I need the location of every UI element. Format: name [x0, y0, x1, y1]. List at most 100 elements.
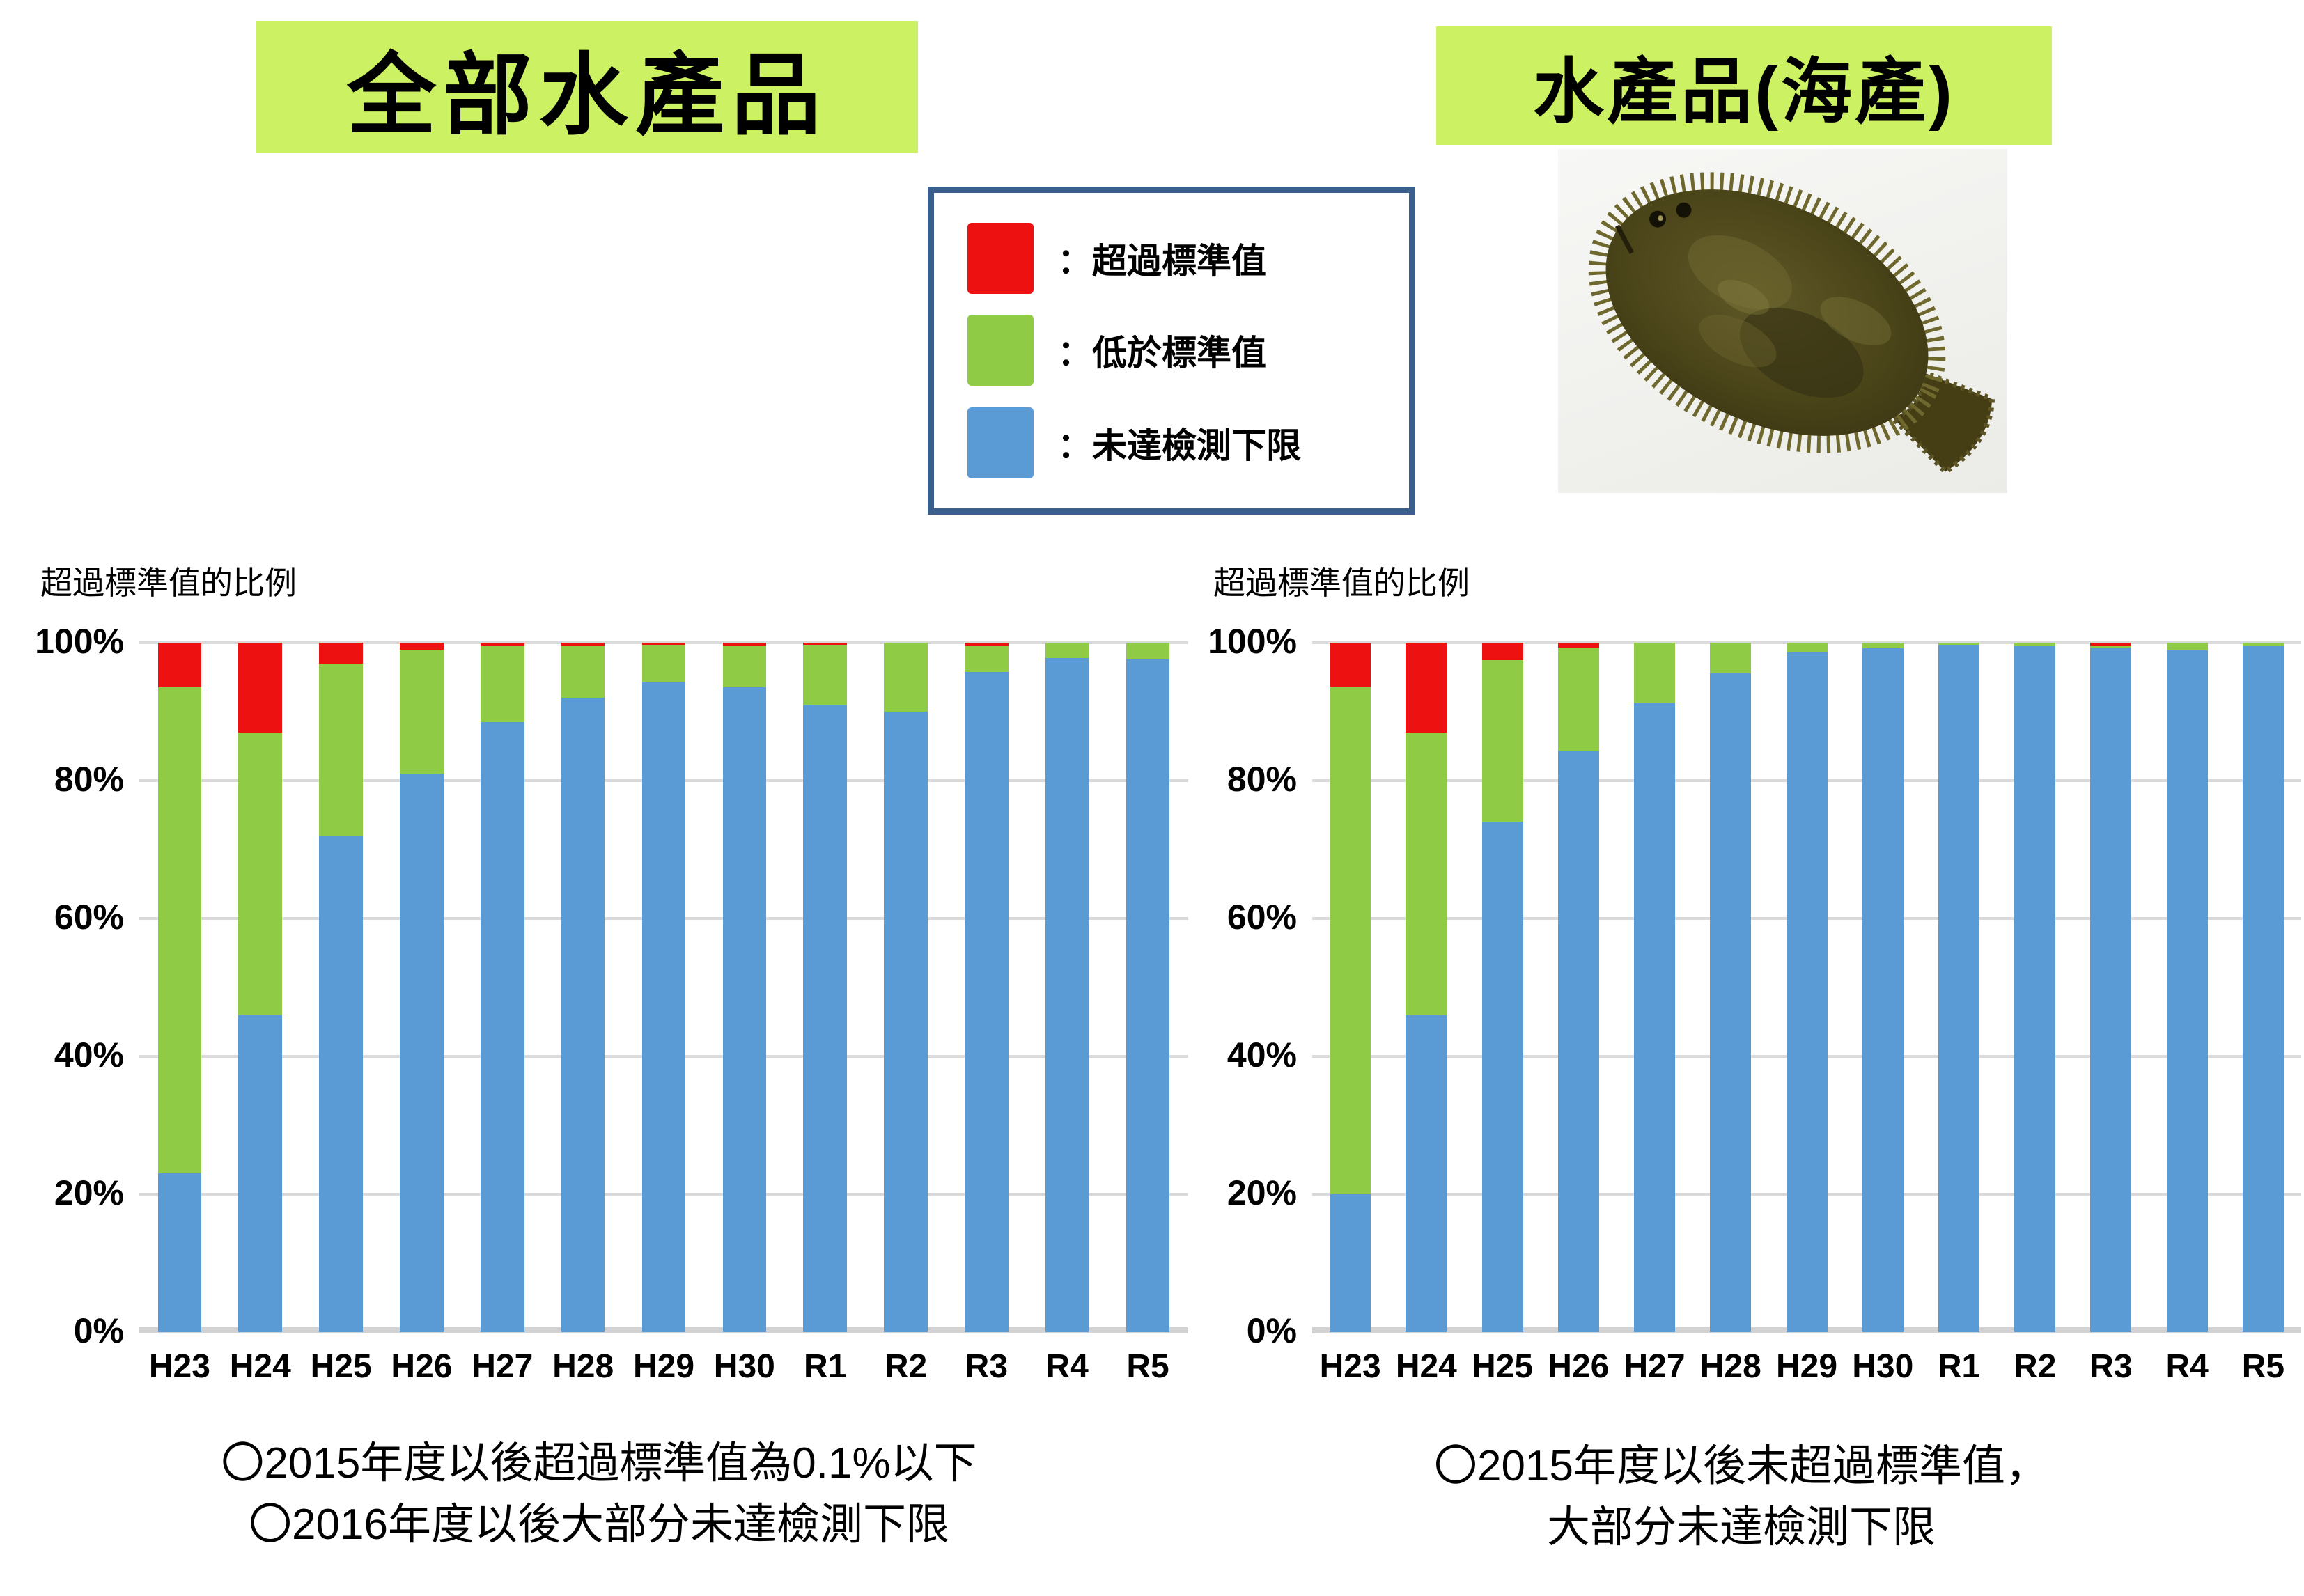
bar-R2: [884, 643, 928, 1332]
bar-H24: [238, 643, 283, 1332]
bar-slot-H26: [1541, 643, 1617, 1332]
bar-R3: [2090, 643, 2132, 1332]
segment-below-standard: [1634, 643, 1676, 704]
segment-below-detection-limit: [965, 671, 1009, 1332]
segment-below-standard: [641, 644, 686, 683]
segment-exceeds-standard: [1557, 643, 1599, 648]
segment-below-standard: [1862, 643, 1904, 648]
bar-slot-R2: [1997, 643, 2073, 1332]
segment-exceeds-standard: [722, 643, 767, 646]
segment-exceeds-standard: [481, 643, 524, 646]
x-axis-labels: H23 H24 H25 H26 H27 H28 H29 H30 R1 R2 R3 R4 R5: [139, 1347, 1188, 1386]
segment-exceeds-standard: [803, 643, 847, 645]
bars: [139, 643, 1188, 1332]
note-line: 〇2015年度以後未超過標準值，: [1434, 1442, 2048, 1490]
bar-slot-H24: [1388, 643, 1464, 1332]
x-tick-H23: H23: [1319, 1348, 1381, 1385]
segment-below-detection-limit: [722, 687, 767, 1332]
segment-below-detection-limit: [1045, 657, 1089, 1332]
y-tick-100: 100%: [35, 622, 124, 661]
segment-below-standard: [1126, 643, 1170, 659]
x-tick-R3: R3: [965, 1348, 1009, 1385]
x-tick-H30: H30: [1852, 1348, 1914, 1385]
segment-exceeds-standard: [1481, 643, 1523, 660]
y-tick-80: 80%: [1227, 760, 1297, 799]
segment-exceeds-standard: [561, 643, 605, 646]
bar-R2: [2014, 643, 2056, 1332]
chart-marine-seafood: 超過標準值的比例 0% 20% 40% 60% 80% 100% H23 H24 H25 H26…: [1208, 563, 2301, 1386]
segment-below-standard: [1330, 687, 1371, 1194]
bar-H30: [722, 643, 767, 1332]
bar-slot-H25: [301, 643, 382, 1332]
legend-label: ：超過標準值: [1057, 242, 1266, 281]
bars: [1312, 643, 2301, 1332]
y-tick-80: 80%: [54, 760, 124, 799]
segment-exceeds-standard: [641, 643, 686, 645]
segment-below-standard: [1557, 647, 1599, 751]
x-tick-H26: H26: [391, 1348, 453, 1385]
segment-below-detection-limit: [1938, 644, 1979, 1332]
bar-slot-H25: [1464, 643, 1540, 1332]
segment-below-standard: [2090, 645, 2132, 648]
segment-below-standard: [2014, 643, 2056, 646]
segment-below-detection-limit: [238, 1015, 283, 1332]
segment-exceeds-standard: [319, 643, 363, 664]
segment-below-standard: [319, 663, 363, 836]
bar-slot-R5: [1107, 643, 1188, 1332]
segment-exceeds-standard: [400, 643, 444, 650]
x-tick-H25: H25: [310, 1348, 372, 1385]
segment-below-detection-limit: [1710, 673, 1752, 1332]
flounder-photo: [1558, 149, 2007, 493]
x-tick-R2: R2: [2014, 1348, 2057, 1385]
x-tick-R2: R2: [884, 1348, 928, 1385]
bar-slot-R3: [2073, 643, 2149, 1332]
bar-slot-H23: [139, 643, 220, 1332]
segment-below-standard: [2166, 643, 2208, 650]
bar-slot-H29: [1768, 643, 1844, 1332]
segment-below-standard: [1406, 732, 1447, 1015]
bar-slot-H27: [1617, 643, 1692, 1332]
segment-below-detection-limit: [641, 682, 686, 1332]
gridline-100: [139, 641, 1188, 644]
bar-R1: [1938, 643, 1979, 1332]
bar-H23: [1330, 643, 1371, 1332]
bar-slot-H28: [1692, 643, 1768, 1332]
segment-below-detection-limit: [561, 698, 605, 1332]
legend-label: ：低於標準值: [1057, 334, 1266, 373]
segment-below-detection-limit: [2166, 650, 2208, 1332]
gridline-100: [1312, 641, 2301, 644]
bar-R5: [1126, 643, 1170, 1332]
x-tick-R4: R4: [2165, 1348, 2209, 1385]
bar-slot-H28: [543, 643, 623, 1332]
bar-H29: [1786, 643, 1828, 1332]
chart-axis-title: 超過標準值的比例: [40, 565, 297, 601]
bar-H27: [1634, 643, 1676, 1332]
bar-H25: [1481, 643, 1523, 1332]
y-tick-40: 40%: [1227, 1035, 1297, 1074]
exceeds-standard-swatch: [967, 223, 1034, 295]
x-axis-labels: H23 H24 H25 H26 H27 H28 H29 H30 R1 R2 R3 R4 R5: [1312, 1347, 2301, 1386]
segment-below-detection-limit: [2242, 646, 2284, 1332]
segment-below-standard: [561, 645, 605, 698]
note-line: 大部分未達檢測下限: [1546, 1503, 1936, 1552]
note-line: 〇2016年度以後大部分未達檢測下限: [249, 1501, 949, 1549]
segment-exceeds-standard: [1330, 643, 1371, 688]
x-tick-R1: R1: [803, 1348, 847, 1385]
plot-area: 0% 20% 40% 60% 80% 100%: [1208, 623, 2301, 1349]
legend-item-below-detection-limit: ：未達檢測下限: [967, 407, 1376, 478]
x-tick-R4: R4: [1045, 1348, 1089, 1385]
below-standard-swatch: [967, 315, 1034, 386]
bar-slot-R4: [1027, 643, 1107, 1332]
bar-slot-H29: [623, 643, 704, 1332]
legend-box: ：超過標準值 ：低於標準值 ：未達檢測下限: [928, 187, 1415, 515]
x-tick-H27: H27: [472, 1348, 534, 1385]
x-tick-H29: H29: [632, 1348, 695, 1385]
y-tick-20: 20%: [54, 1173, 124, 1212]
bar-H26: [1557, 643, 1599, 1332]
bar-slot-R2: [866, 643, 947, 1332]
segment-exceeds-standard: [965, 643, 1009, 646]
x-tick-H26: H26: [1548, 1348, 1610, 1385]
x-tick-R1: R1: [1937, 1348, 1981, 1385]
segment-below-detection-limit: [1557, 751, 1599, 1332]
